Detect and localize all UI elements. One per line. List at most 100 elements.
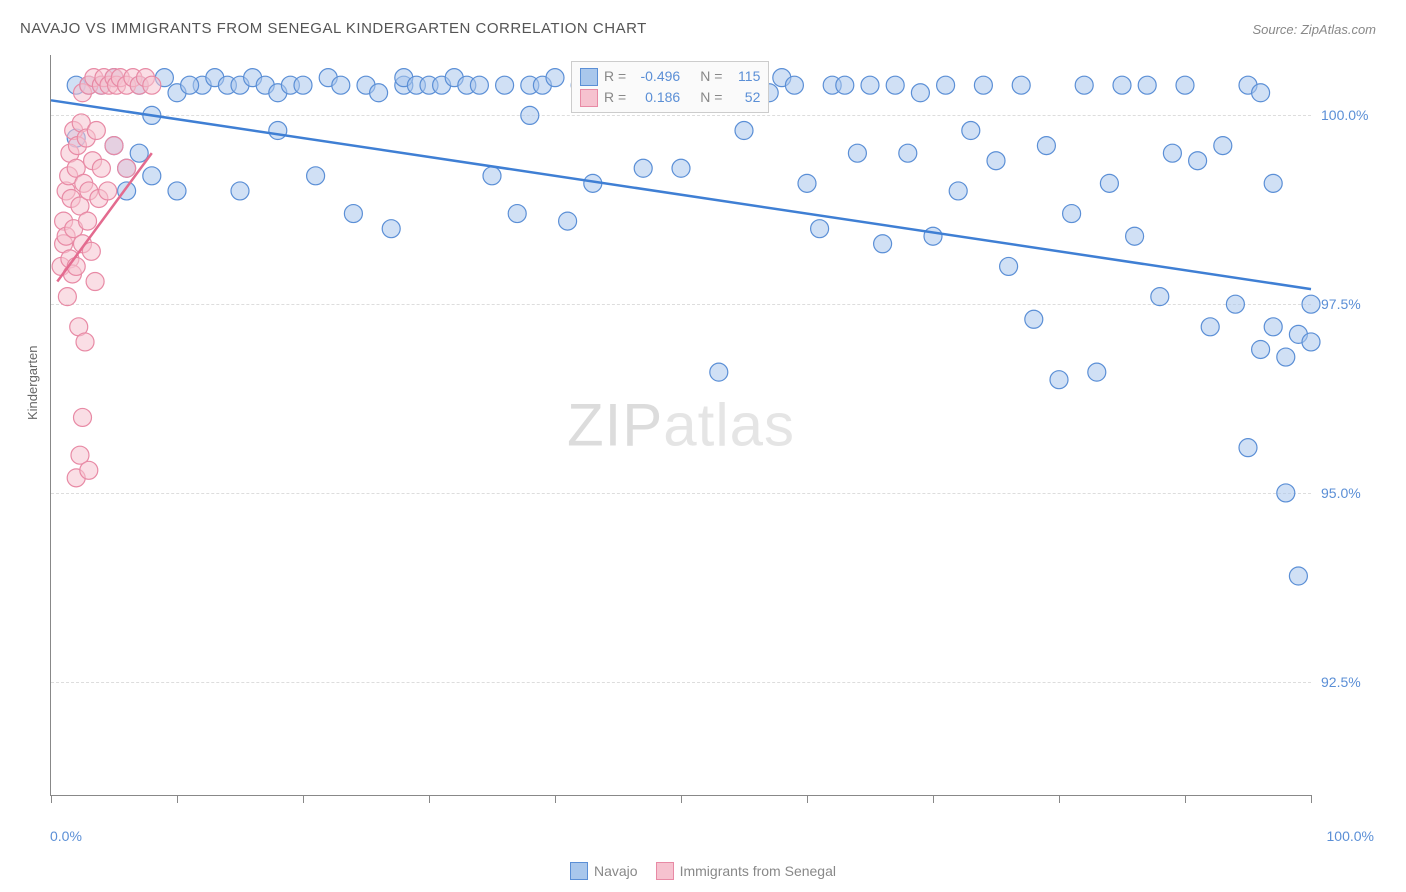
data-point: [1088, 363, 1106, 381]
data-point: [785, 76, 803, 94]
data-point: [1151, 288, 1169, 306]
data-point: [1252, 340, 1270, 358]
correlation-legend: R =-0.496N =115R =0.186N =52: [571, 61, 769, 113]
data-point: [1201, 318, 1219, 336]
data-point: [370, 84, 388, 102]
ytick-label: 97.5%: [1321, 296, 1381, 312]
data-point: [1264, 174, 1282, 192]
xtick: [1185, 795, 1186, 803]
data-point: [546, 69, 564, 87]
xtick: [177, 795, 178, 803]
chart-title: NAVAJO VS IMMIGRANTS FROM SENEGAL KINDER…: [20, 20, 647, 37]
data-point: [80, 461, 98, 479]
r-value: 0.186: [632, 87, 680, 108]
data-point: [231, 182, 249, 200]
xtick: [1311, 795, 1312, 803]
data-point: [798, 174, 816, 192]
y-axis-label: Kindergarten: [25, 346, 40, 420]
data-point: [1289, 567, 1307, 585]
legend-swatch: [580, 89, 598, 107]
data-point: [86, 273, 104, 291]
xtick-min: 0.0%: [50, 828, 82, 844]
r-label: R =: [604, 66, 626, 87]
data-point: [634, 159, 652, 177]
data-point: [1264, 318, 1282, 336]
data-point: [76, 333, 94, 351]
data-point: [521, 106, 539, 124]
legend-item: Navajo: [570, 862, 638, 880]
data-point: [974, 76, 992, 94]
data-point: [1163, 144, 1181, 162]
n-value: 115: [728, 66, 760, 87]
data-point: [1226, 295, 1244, 313]
data-point: [1302, 333, 1320, 351]
legend-swatch: [656, 862, 674, 880]
data-point: [710, 363, 728, 381]
data-point: [1277, 348, 1295, 366]
xtick: [429, 795, 430, 803]
n-label: N =: [700, 87, 722, 108]
xtick: [555, 795, 556, 803]
legend-label: Navajo: [594, 863, 638, 879]
data-point: [143, 76, 161, 94]
data-point: [105, 137, 123, 155]
xtick: [51, 795, 52, 803]
scatter-svg: [51, 55, 1311, 795]
data-point: [811, 220, 829, 238]
data-point: [1012, 76, 1030, 94]
ytick-label: 95.0%: [1321, 485, 1381, 501]
data-point: [937, 76, 955, 94]
n-value: 52: [728, 87, 760, 108]
data-point: [911, 84, 929, 102]
data-point: [508, 205, 526, 223]
legend-item: Immigrants from Senegal: [656, 862, 836, 880]
data-point: [74, 408, 92, 426]
data-point: [987, 152, 1005, 170]
legend-row: R = 0.186 N = 52: [580, 87, 760, 108]
data-point: [269, 122, 287, 140]
n-label: N =: [700, 66, 722, 87]
data-point: [861, 76, 879, 94]
data-point: [99, 182, 117, 200]
data-point: [886, 76, 904, 94]
data-point: [1277, 484, 1295, 502]
legend-row: R =-0.496N =115: [580, 66, 760, 87]
data-point: [1252, 84, 1270, 102]
data-point: [1239, 439, 1257, 457]
xtick: [303, 795, 304, 803]
r-label: R =: [604, 87, 626, 108]
data-point: [143, 167, 161, 185]
xtick: [807, 795, 808, 803]
data-point: [382, 220, 400, 238]
data-point: [470, 76, 488, 94]
data-point: [559, 212, 577, 230]
data-point: [1050, 371, 1068, 389]
data-point: [1000, 257, 1018, 275]
data-point: [496, 76, 514, 94]
data-point: [1063, 205, 1081, 223]
data-point: [294, 76, 312, 94]
data-point: [1176, 76, 1194, 94]
data-point: [836, 76, 854, 94]
xtick: [681, 795, 682, 803]
data-point: [1138, 76, 1156, 94]
data-point: [87, 122, 105, 140]
series-legend: Navajo Immigrants from Senegal: [570, 862, 836, 880]
xtick-max: 100.0%: [1327, 828, 1374, 844]
data-point: [168, 182, 186, 200]
xtick: [1059, 795, 1060, 803]
data-point: [181, 76, 199, 94]
legend-swatch: [570, 862, 588, 880]
data-point: [735, 122, 753, 140]
data-point: [58, 288, 76, 306]
data-point: [79, 212, 97, 230]
data-point: [344, 205, 362, 223]
legend-label: Immigrants from Senegal: [680, 863, 836, 879]
data-point: [1025, 310, 1043, 328]
data-point: [962, 122, 980, 140]
data-point: [1037, 137, 1055, 155]
data-point: [332, 76, 350, 94]
data-point: [672, 159, 690, 177]
data-point: [92, 159, 110, 177]
data-point: [899, 144, 917, 162]
